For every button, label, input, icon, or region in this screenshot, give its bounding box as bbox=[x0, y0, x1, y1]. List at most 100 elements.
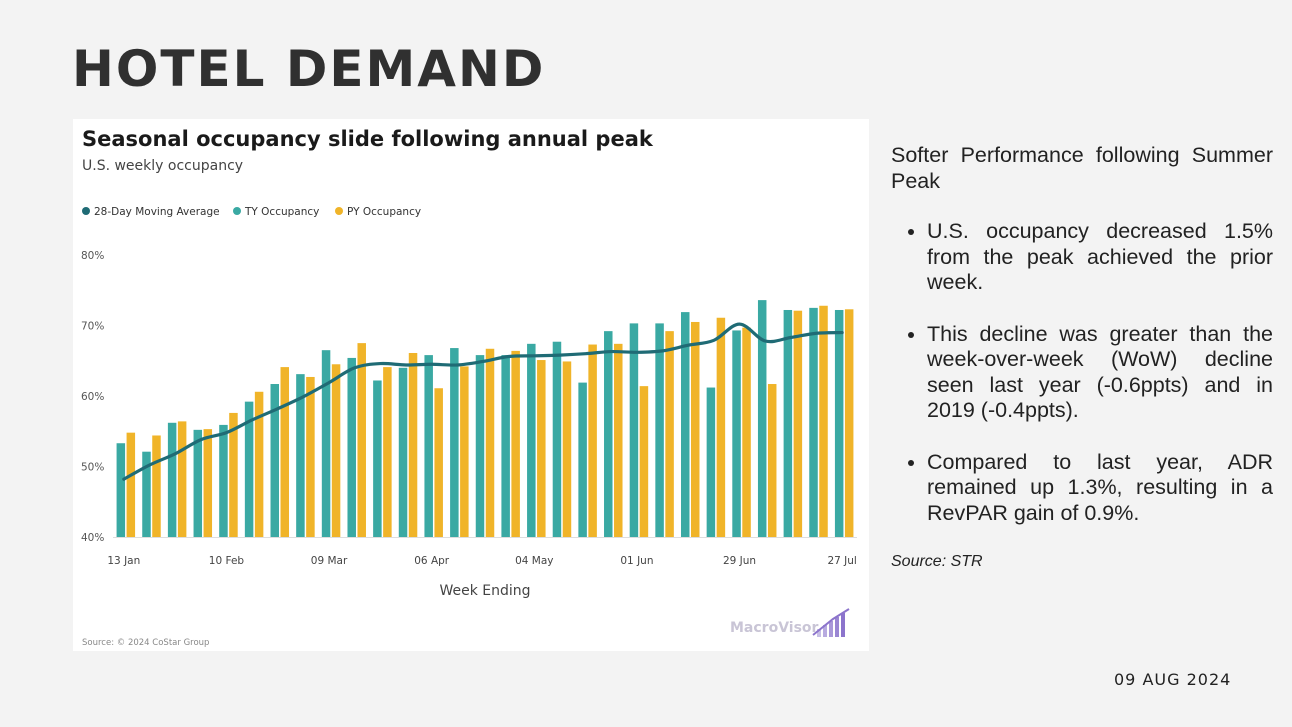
y-tick-label: 40% bbox=[81, 532, 104, 544]
logo-wordmark: MacroVisor bbox=[730, 620, 819, 636]
bar-py-occupancy bbox=[280, 367, 290, 537]
x-tick-label: 04 May bbox=[515, 555, 553, 567]
bar-py-occupancy bbox=[844, 309, 854, 537]
bar-ty-occupancy bbox=[834, 309, 844, 537]
bar-py-occupancy bbox=[793, 310, 803, 537]
bar-py-occupancy bbox=[485, 348, 495, 537]
bar-ty-occupancy bbox=[732, 330, 741, 537]
logo-bar-2 bbox=[823, 625, 827, 637]
bar-py-occupancy bbox=[126, 432, 136, 537]
bar-py-occupancy bbox=[562, 361, 572, 537]
x-tick-label: 06 Apr bbox=[414, 555, 450, 567]
bar-ty-occupancy bbox=[757, 300, 767, 537]
bar-py-occupancy bbox=[306, 376, 315, 537]
source-citation: Source: STR bbox=[891, 553, 983, 570]
bar-ty-occupancy bbox=[809, 307, 818, 537]
logo-arrow bbox=[812, 608, 850, 636]
bar-ty-occupancy bbox=[373, 380, 382, 537]
summary-heading: Softer Performance following Summer Peak bbox=[891, 143, 1273, 193]
y-tick-label: 70% bbox=[81, 321, 104, 333]
legend-marker-ty bbox=[233, 207, 241, 215]
summary-bullets: U.S. occupancy decreased 1.5% from the p… bbox=[891, 219, 1273, 526]
summary-bullet-adr: Compared to last year, ADR remained up 1… bbox=[927, 450, 1273, 527]
x-tick-label: 09 Mar bbox=[311, 555, 348, 567]
chart-legend: 28-Day Moving Average TY Occupancy PY Oc… bbox=[82, 206, 421, 218]
x-tick-label: 01 Jun bbox=[620, 555, 653, 567]
logo-bar-4 bbox=[835, 617, 839, 637]
bar-ty-occupancy bbox=[270, 384, 280, 537]
chart-card: Seasonal occupancy slide following annua… bbox=[73, 119, 869, 651]
moving-average-line bbox=[122, 322, 844, 481]
legend-label-moving-average: 28-Day Moving Average bbox=[94, 206, 220, 218]
bar-py-occupancy bbox=[434, 388, 443, 537]
moving-average-path bbox=[122, 322, 844, 481]
bar-ty-occupancy bbox=[347, 357, 356, 537]
bar-ty-occupancy bbox=[706, 387, 716, 537]
x-tick-label: 29 Jun bbox=[723, 555, 756, 567]
bar-ty-occupancy bbox=[552, 341, 562, 537]
x-tick-label: 10 Feb bbox=[209, 555, 245, 567]
legend-marker-moving-average bbox=[82, 207, 90, 215]
bar-py-occupancy bbox=[383, 367, 392, 537]
x-tick-label: 27 Jul bbox=[827, 555, 856, 567]
y-tick-label: 50% bbox=[81, 462, 104, 474]
bar-ty-occupancy bbox=[604, 331, 613, 537]
chart-source-note: Source: © 2024 CoStar Group bbox=[82, 638, 209, 648]
bar-ty-occupancy bbox=[116, 443, 126, 537]
bar-py-occupancy bbox=[408, 352, 418, 537]
bar-py-occupancy bbox=[742, 327, 751, 537]
logo-bar-5 bbox=[841, 613, 845, 637]
bar-ty-occupancy bbox=[475, 355, 485, 537]
bar-py-occupancy bbox=[331, 364, 341, 537]
bar-ty-occupancy bbox=[527, 343, 536, 537]
bar-ty-occupancy bbox=[680, 312, 690, 537]
bar-ty-occupancy bbox=[321, 350, 331, 537]
bar-py-occupancy bbox=[819, 305, 828, 537]
x-tick-label: 13 Jan bbox=[107, 555, 140, 567]
bar-ty-occupancy bbox=[244, 401, 254, 537]
bar-ty-occupancy bbox=[424, 355, 433, 537]
chart-subtitle: U.S. weekly occupancy bbox=[82, 158, 243, 174]
y-tick-label: 80% bbox=[81, 250, 104, 262]
bar-py-occupancy bbox=[614, 343, 623, 537]
page-title: HOTEL DEMAND bbox=[72, 40, 546, 98]
bar-py-occupancy bbox=[229, 412, 238, 537]
bar-py-occupancy bbox=[203, 429, 213, 537]
bar-ty-occupancy bbox=[398, 367, 408, 537]
bar-py-occupancy bbox=[690, 321, 700, 537]
logo-bar-3 bbox=[829, 621, 833, 637]
summary-panel: Softer Performance following Summer Peak… bbox=[891, 143, 1273, 526]
bar-py-occupancy bbox=[460, 366, 469, 537]
legend-label-ty: TY Occupancy bbox=[244, 206, 319, 218]
macrovisor-logo: MacroVisor bbox=[730, 608, 850, 637]
occupancy-chart: Seasonal occupancy slide following annua… bbox=[81, 127, 857, 648]
logo-bar-1 bbox=[817, 629, 821, 637]
bar-ty-occupancy bbox=[450, 348, 459, 537]
y-tick-label: 60% bbox=[81, 391, 104, 403]
bar-py-occupancy bbox=[665, 331, 674, 537]
chart-title: Seasonal occupancy slide following annua… bbox=[82, 127, 654, 151]
bar-py-occupancy bbox=[537, 360, 546, 537]
bar-py-occupancy bbox=[639, 386, 649, 537]
bar-py-occupancy bbox=[511, 350, 520, 537]
bars bbox=[116, 300, 854, 537]
bar-py-occupancy bbox=[152, 435, 161, 537]
legend-label-py: PY Occupancy bbox=[347, 206, 421, 218]
bar-py-occupancy bbox=[767, 384, 777, 537]
bar-ty-occupancy bbox=[193, 429, 203, 537]
bar-py-occupancy bbox=[357, 343, 366, 537]
report-date: 09 AUG 2024 bbox=[1114, 670, 1232, 689]
bar-ty-occupancy bbox=[655, 323, 664, 537]
bar-ty-occupancy bbox=[296, 374, 305, 537]
bar-ty-occupancy bbox=[501, 355, 510, 537]
summary-bullet-occupancy: U.S. occupancy decreased 1.5% from the p… bbox=[927, 219, 1273, 296]
bar-ty-occupancy bbox=[629, 323, 639, 537]
bar-ty-occupancy bbox=[219, 424, 228, 537]
bar-py-occupancy bbox=[588, 344, 597, 537]
legend-marker-py bbox=[335, 207, 343, 215]
bar-ty-occupancy bbox=[142, 451, 151, 537]
summary-bullet-wow: This decline was greater than the week-o… bbox=[927, 322, 1273, 424]
bar-ty-occupancy bbox=[783, 309, 793, 537]
bar-py-occupancy bbox=[254, 391, 264, 537]
bar-ty-occupancy bbox=[578, 382, 587, 537]
